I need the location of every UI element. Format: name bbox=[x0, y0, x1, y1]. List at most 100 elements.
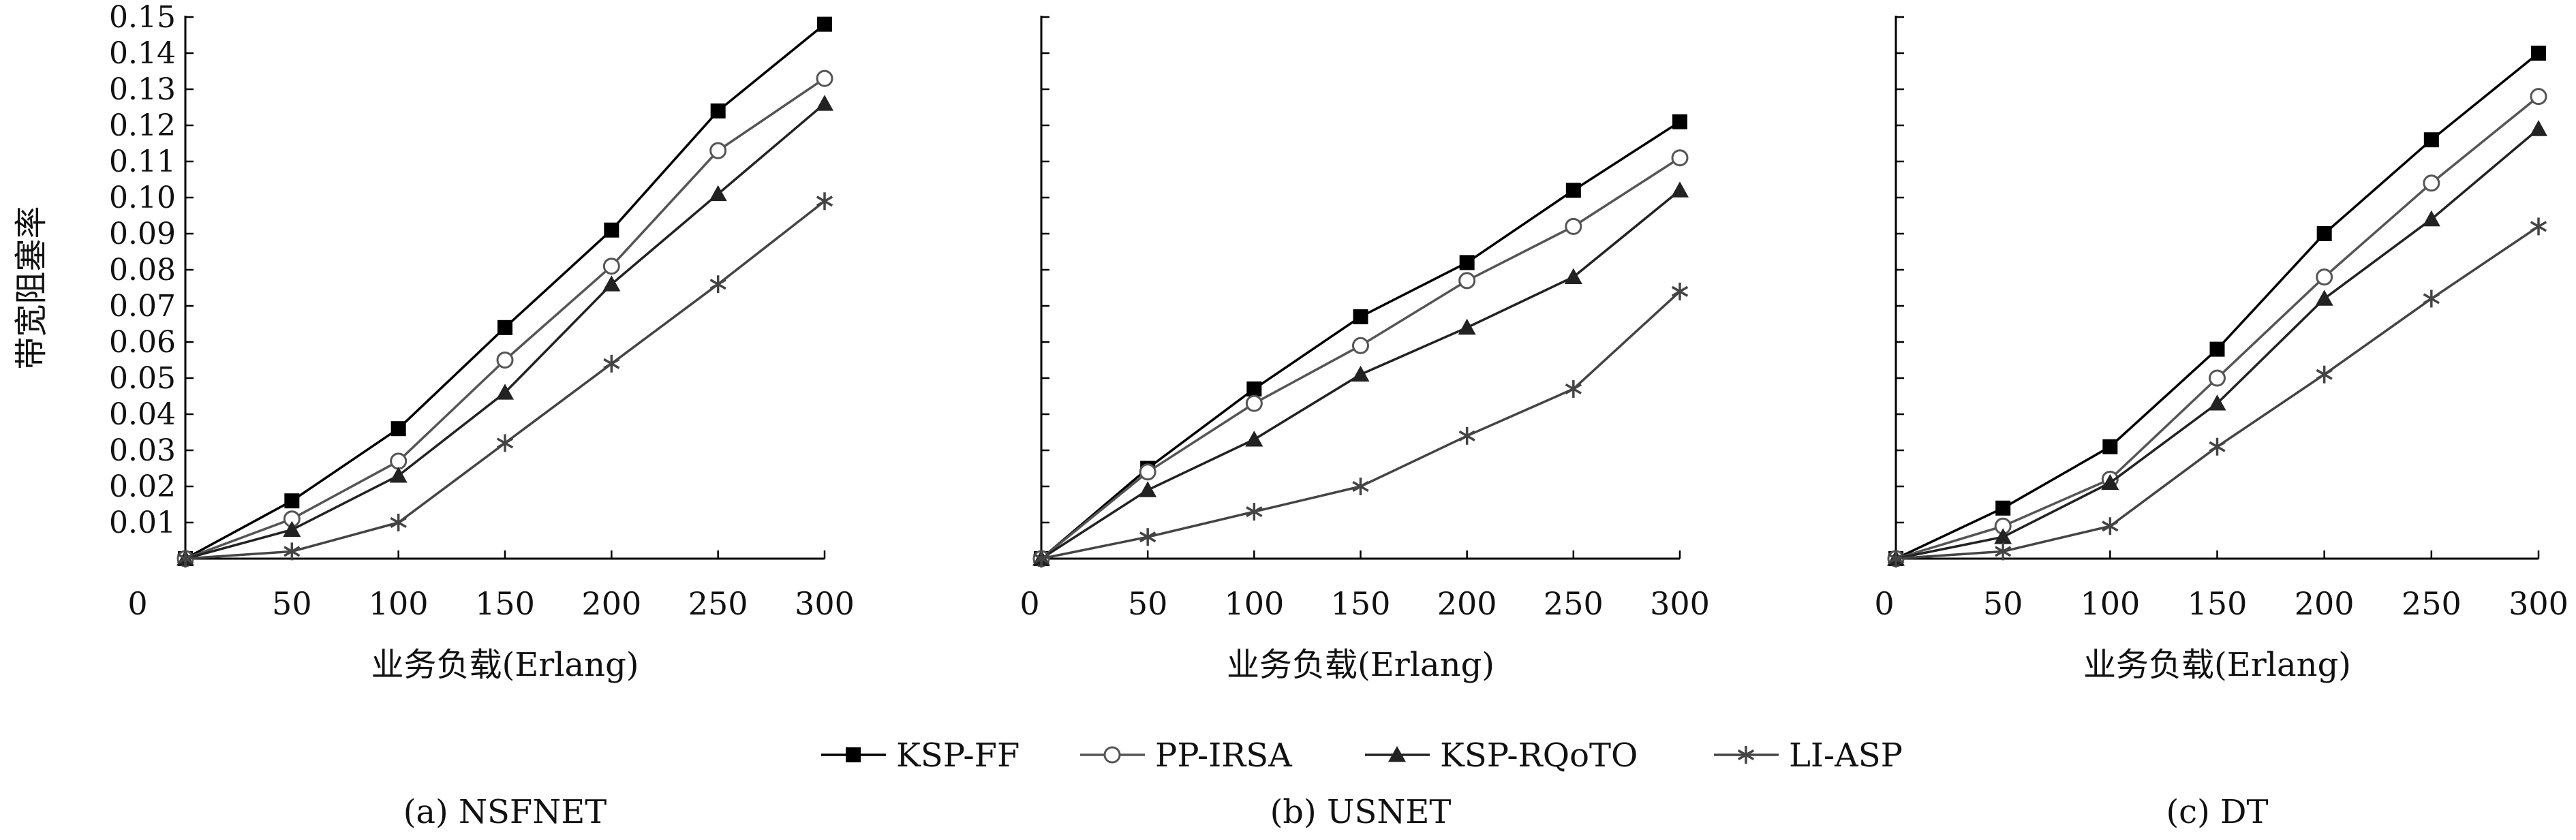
chart-panel-1: 0.010.020.030.040.050.060.070.080.090.10… bbox=[12, 0, 855, 831]
asterisk-marker bbox=[1032, 550, 1050, 567]
triangle-marker bbox=[2315, 290, 2333, 306]
series-line-li-asp bbox=[185, 200, 826, 560]
x-axis-label: 业务负载(Erlang) bbox=[2083, 646, 2351, 684]
legend: KSP-FF PP-IRSA KSP-RQoTO LI-ASP bbox=[821, 736, 1903, 775]
legend-label: KSP-RQoTO bbox=[1440, 736, 1638, 775]
x-tick-label: 200 bbox=[1437, 585, 1497, 622]
asterisk-marker bbox=[390, 514, 407, 531]
asterisk-stroke bbox=[1565, 383, 1582, 394]
asterisk-marker bbox=[496, 434, 514, 452]
square-marker bbox=[1246, 381, 1262, 396]
x-tick-label: 200 bbox=[2295, 585, 2355, 622]
circle-marker bbox=[602, 258, 620, 275]
square-marker bbox=[1995, 500, 2011, 516]
asterisk-marker bbox=[2316, 365, 2333, 384]
square-marker bbox=[497, 320, 512, 335]
x-tick-label: 0 bbox=[127, 585, 147, 622]
x-tick-label: 50 bbox=[1128, 585, 1168, 622]
circle-marker bbox=[816, 69, 833, 87]
legend-circle-marker bbox=[1103, 746, 1121, 764]
asterisk-stroke bbox=[1352, 480, 1369, 493]
series-line-pp-irsa bbox=[1895, 95, 2540, 560]
asterisk-stroke bbox=[1671, 285, 1689, 297]
y-tick-label: 0.04 bbox=[109, 397, 176, 432]
y-tick-label: 0.02 bbox=[109, 469, 176, 504]
x-tick-label: 150 bbox=[475, 585, 535, 622]
asterisk-stroke bbox=[1737, 749, 1755, 761]
asterisk-marker bbox=[2102, 517, 2119, 535]
triangle-marker bbox=[1351, 365, 1370, 382]
triangle-marker bbox=[816, 95, 833, 111]
y-axis-label: 带宽阻塞率 bbox=[12, 206, 50, 369]
chart-panel-2: 0 50 100 150 200 250 300 业务负载(Erlang) (b) USNET bbox=[1019, 16, 1710, 831]
x-tick-label: 0 bbox=[1874, 585, 1894, 622]
legend-asterisk-marker bbox=[1737, 746, 1755, 764]
x-tick-label: 150 bbox=[2188, 585, 2248, 622]
triangle-marker bbox=[1245, 431, 1263, 447]
square-marker bbox=[1353, 309, 1368, 324]
y-tick-label: 0.13 bbox=[109, 72, 176, 107]
legend-square-marker bbox=[846, 747, 861, 762]
x-tick-label: 250 bbox=[1544, 585, 1604, 622]
x-tick-label: 50 bbox=[1983, 585, 2023, 622]
circle-marker bbox=[2316, 268, 2333, 286]
square-marker bbox=[1565, 183, 1581, 198]
circle-marker bbox=[1139, 463, 1156, 481]
y-tick-label: 0.08 bbox=[109, 253, 176, 287]
circle-marker bbox=[1671, 149, 1689, 167]
asterisk-stroke bbox=[709, 279, 726, 290]
triangle-marker bbox=[1994, 528, 2012, 544]
asterisk-marker bbox=[1352, 478, 1369, 495]
triangle-marker bbox=[1564, 268, 1582, 284]
asterisk-marker bbox=[1671, 282, 1689, 300]
x-tick-label: 250 bbox=[688, 585, 748, 622]
asterisk-stroke bbox=[2530, 221, 2547, 232]
legend-label: LI-ASP bbox=[1789, 736, 1903, 775]
asterisk-stroke bbox=[1458, 430, 1475, 441]
asterisk-marker bbox=[709, 275, 726, 294]
square-marker bbox=[284, 493, 300, 509]
series-line-li-asp bbox=[1041, 290, 1681, 560]
asterisk-stroke bbox=[2423, 293, 2440, 305]
x-tick-label: 200 bbox=[581, 585, 641, 622]
legend-item: PP-IRSA bbox=[1080, 736, 1293, 775]
legend-label: KSP-FF bbox=[896, 736, 1019, 775]
y-tick-label: 0.03 bbox=[109, 433, 176, 468]
circle-marker bbox=[1458, 272, 1476, 290]
asterisk-marker bbox=[816, 192, 833, 211]
asterisk-stroke bbox=[1995, 546, 2012, 557]
legend-item: KSP-FF bbox=[821, 736, 1019, 775]
circle-marker bbox=[2423, 174, 2440, 192]
triangle-marker bbox=[2422, 210, 2440, 227]
x-tick-label: 300 bbox=[1650, 585, 1710, 622]
x-axis-label: 业务负载(Erlang) bbox=[371, 646, 639, 684]
asterisk-marker bbox=[2423, 290, 2440, 308]
y-tick-label: 0.06 bbox=[109, 325, 176, 360]
series-line-ksp-ff bbox=[1895, 52, 2540, 560]
x-tick-label: 50 bbox=[272, 585, 312, 622]
triangle-marker bbox=[2101, 473, 2119, 491]
y-tick-label: 0.14 bbox=[109, 36, 176, 71]
asterisk-marker bbox=[2209, 437, 2226, 456]
asterisk-stroke bbox=[603, 358, 620, 369]
panel-caption: (c) DT bbox=[2166, 793, 2268, 831]
y-tick-label: 0.09 bbox=[109, 217, 176, 251]
triangle-marker bbox=[602, 275, 621, 292]
asterisk-marker bbox=[1458, 426, 1475, 445]
triangle-marker bbox=[1458, 318, 1476, 335]
x-tick-label: 100 bbox=[2080, 585, 2140, 622]
circle-marker bbox=[1352, 337, 1369, 354]
legend-item: LI-ASP bbox=[1714, 736, 1903, 775]
square-marker bbox=[817, 16, 832, 32]
y-tick-label: 0.12 bbox=[109, 108, 176, 143]
asterisk-stroke bbox=[390, 516, 407, 529]
y-tick-label: 0.07 bbox=[109, 289, 176, 324]
x-axis-label: 业务负载(Erlang) bbox=[1227, 646, 1494, 684]
asterisk-marker bbox=[1139, 528, 1156, 546]
triangle-marker bbox=[1671, 181, 1689, 198]
triangle-marker bbox=[389, 467, 408, 483]
triangle-marker bbox=[2530, 120, 2547, 136]
square-marker bbox=[1459, 255, 1475, 270]
asterisk-stroke bbox=[1032, 553, 1050, 565]
asterisk-marker bbox=[2530, 217, 2547, 236]
